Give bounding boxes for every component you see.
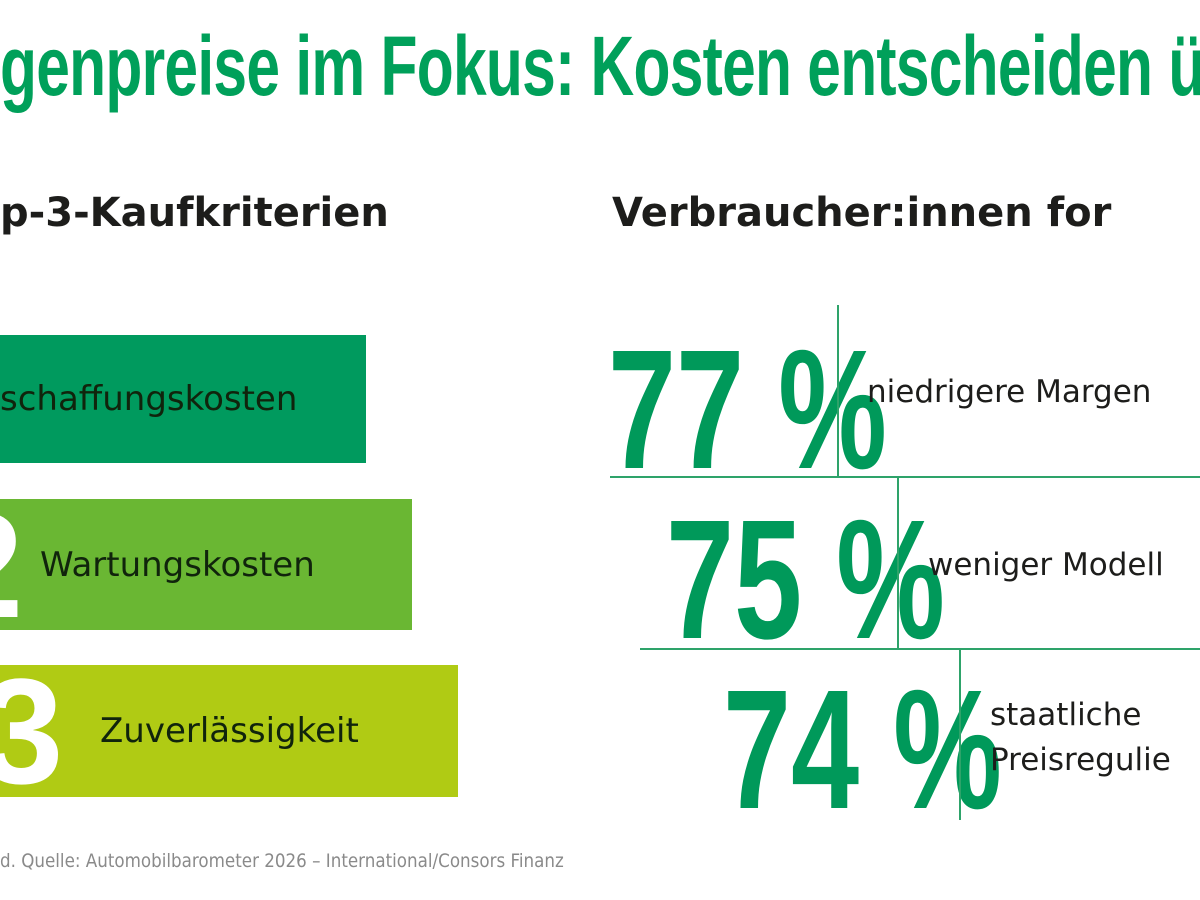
divider: [610, 476, 1200, 478]
demand-text: staatliche: [990, 697, 1142, 733]
criterion-bar-3: 3 Zuverlässigkeit: [0, 656, 458, 806]
rank-number: 2: [0, 490, 23, 640]
percent-75: 75 %: [666, 485, 945, 675]
demand-text: Preisregulie: [990, 742, 1171, 778]
divider: [897, 478, 899, 648]
criterion-label: schaffungskosten: [0, 379, 298, 419]
criterion-bar-2: 2 Wartungskosten: [0, 490, 412, 640]
percent-74: 74 %: [723, 655, 1002, 845]
criterion-label: Wartungskosten: [40, 544, 315, 585]
headline: genpreise im Fokus: Kosten entscheiden ü…: [0, 19, 1200, 113]
left-heading: p-3-Kaufkriterien: [0, 190, 389, 236]
right-heading: Verbraucher:innen for: [612, 190, 1112, 236]
demand-text: niedrigere Margen: [867, 374, 1152, 410]
divider: [837, 305, 839, 476]
demand-text: weniger Modell: [928, 547, 1164, 583]
criterion-label: Zuverlässigkeit: [100, 711, 359, 751]
rank-number: 3: [0, 647, 64, 815]
source-note: d. Quelle: Automobilbarometer 2026 – Int…: [0, 850, 564, 872]
percent-77: 77 %: [608, 315, 887, 505]
divider: [640, 648, 1200, 650]
criterion-bar-1: schaffungskosten: [0, 335, 366, 463]
divider: [959, 650, 961, 820]
